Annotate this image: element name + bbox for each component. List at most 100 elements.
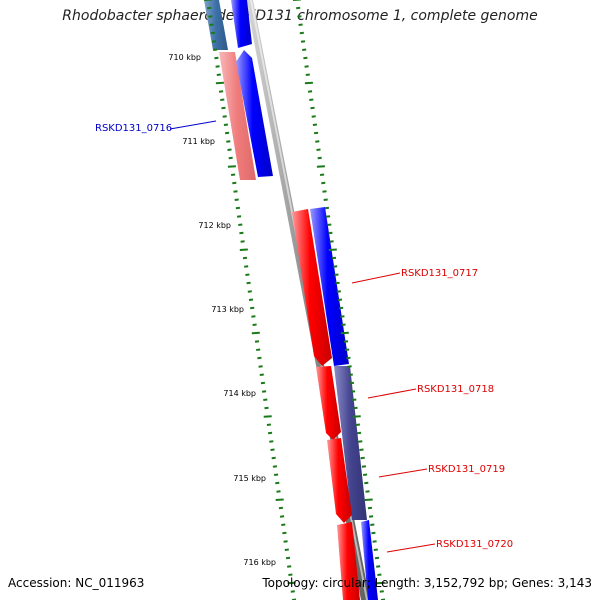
right-tick-track-mark <box>353 406 358 410</box>
left-tick-track-mark <box>233 190 238 193</box>
right-tick-track-mark <box>365 490 370 493</box>
gene-block-rskd131-0716[interactable] <box>219 52 256 180</box>
right-tick-track-mark <box>374 556 380 560</box>
left-tick-track-mark <box>227 165 236 168</box>
right-tick-track-mark <box>364 498 373 501</box>
tick-label-714: 714 kbp <box>223 389 256 398</box>
right-tick-track-mark <box>313 131 319 135</box>
right-tick-track-mark <box>304 81 313 85</box>
gene-label-group: RSKD131_0716 RSKD131_0717 RSKD131_0718 R… <box>95 123 513 550</box>
left-tick-track-mark <box>240 240 245 243</box>
left-tick-track-mark <box>239 248 248 251</box>
gene-block-rskd131-0717[interactable] <box>292 209 332 366</box>
tick-label-711: 711 kbp <box>182 137 215 146</box>
right-tick-track-mark <box>376 581 385 585</box>
left-tick-track-mark <box>263 398 268 401</box>
gene-block-rskd131-0720[interactable] <box>337 522 360 600</box>
right-tick-track-mark <box>323 198 328 201</box>
left-tick-track-mark <box>259 373 264 376</box>
right-tick-track-mark <box>339 306 344 310</box>
right-tick-track-mark <box>298 23 303 26</box>
left-tick-track-mark <box>285 556 291 560</box>
left-tick-track-mark <box>220 98 225 101</box>
right-tick-track-mark <box>302 48 307 51</box>
left-tick-track-mark <box>273 473 279 476</box>
right-tick-track-mark <box>304 65 309 68</box>
right-tick-track-mark <box>311 115 316 118</box>
left-tick-track-mark <box>211 40 217 43</box>
left-tick-track-mark <box>266 423 272 426</box>
right-tick-track-mark <box>331 256 337 260</box>
right-tick-track-mark <box>328 231 333 235</box>
left-tick-track-mark <box>278 506 284 510</box>
gene-block-top-steel <box>204 0 228 50</box>
right-tick-track-mark <box>327 223 332 226</box>
left-tick-track-mark <box>236 215 242 218</box>
left-tick-track-mark <box>239 231 244 235</box>
gene-block-purple-overlap[interactable] <box>334 366 367 520</box>
right-tick-track-mark <box>300 40 306 43</box>
left-tick-track-mark <box>282 531 287 535</box>
gene-block-rskd131-0719[interactable] <box>327 438 352 523</box>
right-tick-track-mark <box>367 506 373 510</box>
right-tick-track-mark <box>321 181 326 185</box>
tick-label-710: 710 kbp <box>168 53 201 62</box>
left-tick-track-mark <box>275 498 284 501</box>
left-tick-track-mark <box>208 15 213 18</box>
left-tick-track-mark <box>276 490 281 493</box>
left-tick-track-mark <box>287 581 296 585</box>
right-tick-track-mark <box>349 381 355 385</box>
right-tick-track-mark <box>356 431 362 435</box>
gene-label-rskd131-0720[interactable]: RSKD131_0720 <box>436 539 513 550</box>
gene-block-upper-reverse[interactable] <box>236 50 273 177</box>
right-tick-track-mark <box>373 548 378 551</box>
left-tick-track-mark <box>279 515 285 518</box>
left-tick-track-mark <box>222 115 227 118</box>
right-tick-track-mark <box>309 98 314 101</box>
right-tick-track-mark <box>346 356 351 360</box>
tick-label-716: 716 kbp <box>243 558 276 567</box>
right-tick-track-mark <box>310 106 315 110</box>
tick-label-712: 712 kbp <box>198 221 231 230</box>
right-tick-track-mark <box>372 540 377 543</box>
leader-rskd131-0717 <box>351 272 401 284</box>
left-tick-track-mark <box>210 31 215 35</box>
left-tick-track-mark <box>246 281 251 285</box>
right-tick-track-mark <box>299 31 304 35</box>
right-tick-track-mark <box>305 73 310 76</box>
right-tick-track-mark <box>355 423 361 426</box>
left-tick-track-mark <box>264 406 269 410</box>
right-tick-track-mark <box>334 273 339 276</box>
tick-label-group: 710 kbp 711 kbp 712 kbp 713 kbp 714 kbp … <box>168 53 276 567</box>
gene-block-reverse-upper-lane[interactable] <box>310 207 349 366</box>
left-tick-track-mark <box>261 390 267 393</box>
left-tick-track-mark <box>258 365 263 368</box>
left-tick-track-mark <box>215 65 220 68</box>
gene-label-rskd131-0717[interactable]: RSKD131_0717 <box>401 268 478 279</box>
right-tick-track-mark <box>370 523 375 526</box>
right-tick-track-mark <box>352 415 361 418</box>
gene-label-rskd131-0718[interactable]: RSKD131_0718 <box>417 384 494 395</box>
right-tick-track-mark <box>317 156 322 160</box>
left-tick-track-mark <box>284 548 289 551</box>
gene-label-rskd131-0716[interactable]: RSKD131_0716 <box>95 123 172 134</box>
left-tick-track-mark <box>260 381 266 385</box>
left-tick-track-mark <box>218 90 224 93</box>
right-tick-track-mark <box>325 215 331 218</box>
left-tick-track-mark <box>267 431 273 435</box>
right-tick-track-mark <box>379 590 384 593</box>
right-tick-track-mark <box>361 465 367 468</box>
leader-rskd131-0720 <box>386 543 436 553</box>
right-tick-track-mark <box>364 481 369 485</box>
right-tick-track-mark <box>359 448 364 451</box>
leader-rskd131-0719 <box>378 468 428 478</box>
gene-label-rskd131-0719[interactable]: RSKD131_0719 <box>428 464 505 475</box>
right-tick-track-mark <box>376 565 381 568</box>
left-tick-track-mark <box>256 348 261 351</box>
gene-block-top-blue <box>231 0 252 48</box>
gene-block-rskd131-0718[interactable] <box>316 366 341 440</box>
gene-block-bottom-blue[interactable] <box>361 520 378 600</box>
left-tick-track-mark <box>224 131 230 135</box>
gene-label-leaders <box>169 120 436 553</box>
right-tick-track-mark <box>307 90 313 93</box>
